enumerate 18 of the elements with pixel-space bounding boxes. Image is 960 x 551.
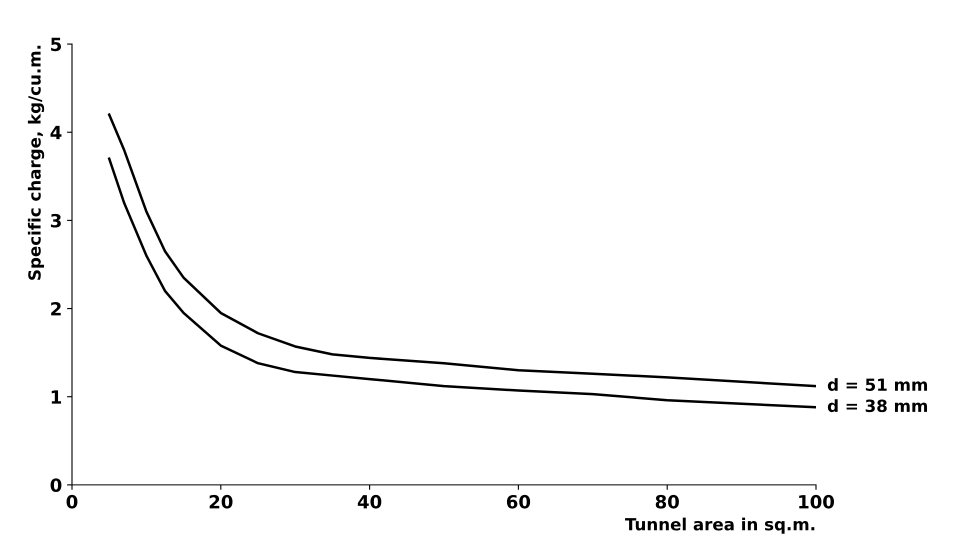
series-label: d = 38 mm (828, 399, 928, 412)
x-tick-label: 100 (799, 494, 834, 509)
y-tick-label: 5 (51, 38, 62, 52)
y-tick-label: 4 (50, 126, 62, 140)
x-tick-label: 80 (656, 494, 679, 509)
line-series (108, 113, 816, 388)
x-axis-title: Tunnel area in sq.m. (625, 518, 814, 534)
x-tick-label: 20 (210, 494, 232, 509)
x-tick-label: 0 (66, 494, 78, 509)
x-tick-label: 60 (506, 494, 530, 509)
line-series (108, 157, 816, 409)
y-tick-label: 0 (50, 478, 62, 492)
series-label: d = 51 mm (828, 378, 928, 391)
y-tick-label: 3 (50, 214, 61, 228)
y-tick-label: 1 (52, 390, 62, 404)
x-tick-label: 40 (358, 494, 382, 509)
y-axis-title: Specific charge, kg/cu.m. (28, 46, 44, 280)
y-tick-label: 2 (51, 302, 61, 316)
